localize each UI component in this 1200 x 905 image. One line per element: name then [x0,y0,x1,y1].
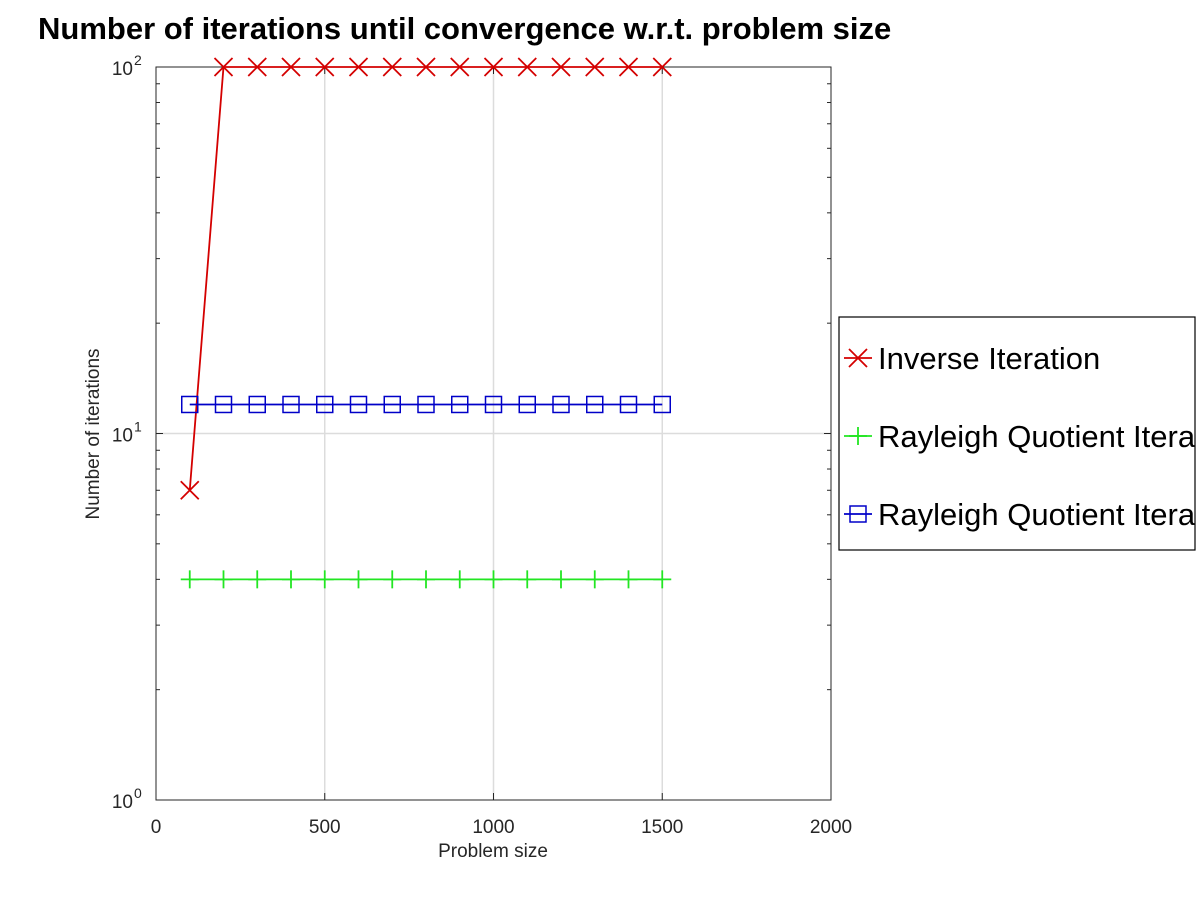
legend-marker [849,505,867,523]
data-point [181,395,199,414]
marker-stroke [348,57,369,77]
marker-stroke [247,57,267,77]
legend-marker [848,348,868,368]
marker-stroke [483,57,504,77]
x-tick-label: 1500 [641,817,683,838]
data-point [552,395,570,414]
series-2 [180,570,672,589]
y-tick-label-exponent: 2 [134,52,142,68]
series-3 [181,395,671,414]
legend-entry: Rayleigh Quotient Itera [844,497,1196,532]
chart-title: Number of iterations until convergence w… [38,11,891,46]
data-point [551,57,571,77]
marker-stroke [551,57,571,77]
y-tick-label-exponent: 0 [134,785,142,801]
legend: Inverse Iteration Rayleigh Quotient Itera… [838,316,1196,551]
data-point [416,57,436,77]
data-point [248,395,266,414]
y-tick-label: 10 1 [112,419,142,447]
data-point [213,57,234,77]
legend-marker [849,427,867,445]
y-tick-label: 10 2 [112,52,142,80]
data-point [248,570,267,589]
data-point [282,570,300,589]
y-tick-label-base: 10 [112,59,133,80]
marker-stroke [618,57,639,77]
x-tick-label: 500 [309,817,341,838]
legend-entry: Rayleigh Quotient Itera [844,419,1196,454]
marker-stroke [180,480,200,500]
data-point [417,570,435,589]
data-point [619,395,638,414]
data-point [450,57,470,77]
series-1 [180,57,672,500]
data-point [349,395,368,414]
marker-stroke [315,57,335,77]
data-point [180,480,200,500]
data-point [281,57,301,77]
data-point [618,57,639,77]
legend-label: Rayleigh Quotient Itera [878,497,1196,532]
data-point [517,57,537,77]
data-point [214,570,233,589]
plot-series [180,57,672,589]
data-point [450,570,469,589]
data-point [315,57,335,77]
marker-stroke [450,57,470,77]
data-point [483,57,504,77]
data-point [349,570,368,589]
x-tick-label: 2000 [810,817,852,838]
data-point [383,570,402,589]
marker-stroke [416,57,436,77]
data-point [180,570,199,589]
legend-entry: Inverse Iteration [844,341,1100,376]
x-tick-label: 0 [151,817,162,838]
marker-stroke [585,57,605,77]
legend-label: Rayleigh Quotient Itera [878,419,1196,454]
series-line [188,66,663,491]
marker-stroke [517,57,537,77]
data-point [552,570,570,589]
x-axis-label: Problem size [438,841,548,862]
data-point [518,570,537,589]
y-axis-label: Number of iterations [83,348,104,519]
x-tick-label: 1000 [472,817,514,838]
data-point [518,395,536,414]
data-point [653,395,671,414]
y-tick-label-base: 10 [112,426,133,447]
data-point [652,57,672,77]
marker-stroke [848,348,868,368]
marker-stroke [213,57,234,77]
y-tick-label: 10 0 [112,785,142,813]
y-tick-label-exponent: 1 [134,419,142,435]
y-tick-label-base: 10 [112,792,133,813]
data-point [585,57,605,77]
data-point [382,57,402,77]
data-point [247,57,267,77]
data-point [484,395,503,414]
legend-box [838,316,1196,551]
marker-stroke [281,57,301,77]
data-point [619,570,638,589]
marker-stroke [652,57,672,77]
data-point [586,395,604,414]
data-point [214,395,233,414]
data-point [653,570,672,589]
grid [156,67,831,800]
data-point [383,395,401,414]
data-point [451,395,469,414]
data-point [417,395,435,414]
data-point [585,570,604,589]
data-point [282,395,300,414]
data-point [316,395,334,414]
legend-label: Inverse Iteration [878,341,1100,376]
data-point [315,570,334,589]
marker-stroke [382,57,402,77]
data-point [484,570,503,589]
data-point [348,57,369,77]
